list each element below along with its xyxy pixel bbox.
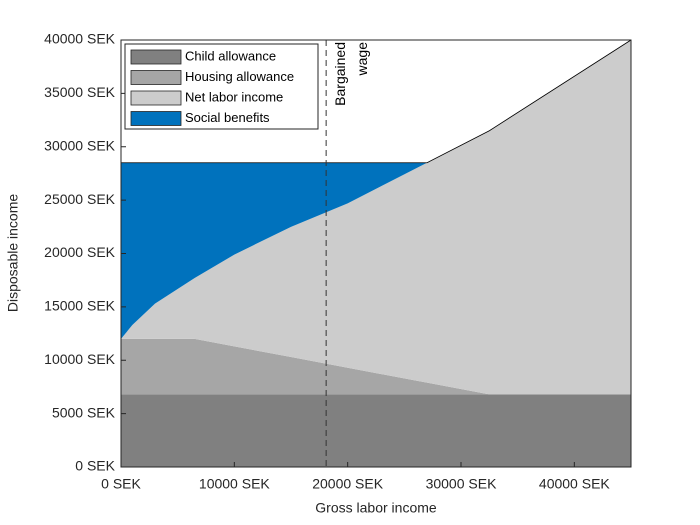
y-tick-label: 35000 SEK xyxy=(44,84,115,100)
legend-label: Social benefits xyxy=(185,110,270,125)
area xyxy=(121,394,631,467)
annotation: wage xyxy=(354,42,370,77)
y-tick-label: 0 SEK xyxy=(75,458,115,474)
y-axis-label: Disposable income xyxy=(5,194,21,312)
legend: Child allowance Housing allowance Net labo… xyxy=(124,43,319,130)
legend-swatch xyxy=(130,70,182,85)
x-tick-label: 10000 SEK xyxy=(199,476,270,492)
legend-swatch xyxy=(130,111,182,126)
y-tick-label: 5000 SEK xyxy=(52,404,116,420)
legend-label: Child allowance xyxy=(185,48,276,63)
area xyxy=(121,40,631,395)
legend-swatch xyxy=(130,90,182,106)
y-tick-label: 30000 SEK xyxy=(44,137,115,153)
area xyxy=(121,40,631,339)
legend-label: Net labor income xyxy=(185,89,283,104)
x-tick-label: 30000 SEK xyxy=(426,476,497,492)
top-edge xyxy=(121,39,632,164)
x-tick-label: 20000 SEK xyxy=(312,476,383,492)
y-tick-label: 10000 SEK xyxy=(44,351,115,367)
area xyxy=(121,338,631,395)
legend-label: Housing allowance xyxy=(185,69,294,84)
annotation: Bargained xyxy=(332,42,348,106)
y-tick-label: 40000 SEK xyxy=(44,31,115,47)
x-axis-label: Gross labor income xyxy=(315,500,437,516)
y-tick-label: 20000 SEK xyxy=(44,244,115,260)
x-tick-label: 0 SEK xyxy=(101,476,141,492)
y-tick-label: 15000 SEK xyxy=(44,298,115,314)
x-tick-label: 40000 SEK xyxy=(539,476,610,492)
legend-swatch xyxy=(130,49,182,65)
y-tick-label: 25000 SEK xyxy=(44,191,115,207)
